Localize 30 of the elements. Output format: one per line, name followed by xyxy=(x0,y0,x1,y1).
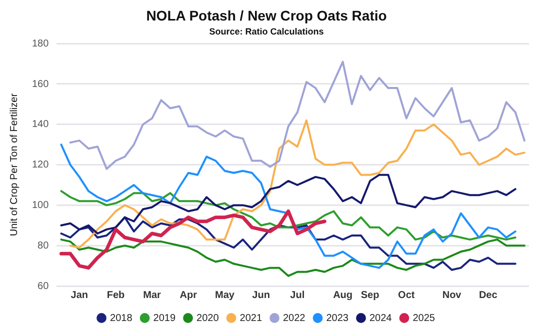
legend-label: 2018 xyxy=(110,312,133,324)
y-tick-label: 140 xyxy=(32,119,50,130)
x-tick-label: Jun xyxy=(252,290,270,301)
x-tick-label: Jul xyxy=(290,290,305,301)
x-tick-label: May xyxy=(214,290,235,301)
x-tick-label: Jan xyxy=(70,290,88,301)
x-tick-label: Oct xyxy=(398,290,416,301)
legend-label: 2023 xyxy=(326,312,349,324)
legend-label: 2024 xyxy=(369,312,392,324)
x-tick-label: Dec xyxy=(478,290,498,301)
chart-subtitle: Source: Ratio Calculations xyxy=(209,26,324,37)
legend-label: 2019 xyxy=(153,312,176,324)
y-tick-label: 60 xyxy=(38,280,50,292)
x-tick-label: Feb xyxy=(106,290,125,301)
legend-label: 2021 xyxy=(240,312,262,324)
x-tick-label: Sep xyxy=(360,290,380,301)
x-tick-label: Aug xyxy=(333,290,353,301)
legend-label: 2022 xyxy=(283,312,306,324)
legend-label: 2025 xyxy=(412,312,436,324)
y-tick-label: 180 xyxy=(32,38,50,50)
x-tick-label: Apr xyxy=(180,290,198,301)
y-axis-title: Unit of Crop Per Ton of Fertilizer xyxy=(8,92,20,236)
legend-label: 2020 xyxy=(196,312,220,324)
y-tick-label: 160 xyxy=(32,78,50,90)
y-tick-label: 80 xyxy=(38,240,50,252)
chart-title: NOLA Potash / New Crop Oats Ratio xyxy=(146,7,387,24)
y-tick-label: 100 xyxy=(32,200,50,211)
x-tick-label: Nov xyxy=(442,290,462,301)
x-tick-label: Mar xyxy=(143,290,162,301)
y-tick-label: 120 xyxy=(32,160,50,171)
